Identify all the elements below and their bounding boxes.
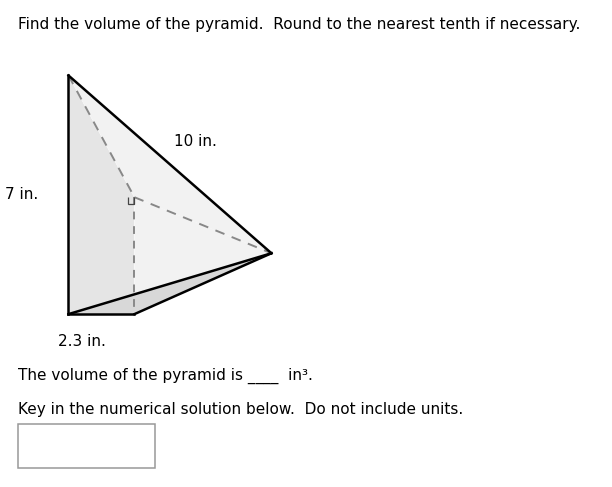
Text: 10 in.: 10 in. xyxy=(174,133,217,149)
Polygon shape xyxy=(69,253,271,314)
Text: 7 in.: 7 in. xyxy=(5,187,38,202)
Polygon shape xyxy=(69,75,271,253)
Text: 2.3 in.: 2.3 in. xyxy=(58,334,106,349)
Text: Find the volume of the pyramid.  Round to the nearest tenth if necessary.: Find the volume of the pyramid. Round to… xyxy=(18,17,580,32)
Bar xyxy=(18,424,155,468)
Text: The volume of the pyramid is ____  in³.: The volume of the pyramid is ____ in³. xyxy=(18,368,313,384)
Polygon shape xyxy=(69,75,135,314)
Polygon shape xyxy=(135,197,271,314)
Text: Key in the numerical solution below.  Do not include units.: Key in the numerical solution below. Do … xyxy=(18,402,463,417)
